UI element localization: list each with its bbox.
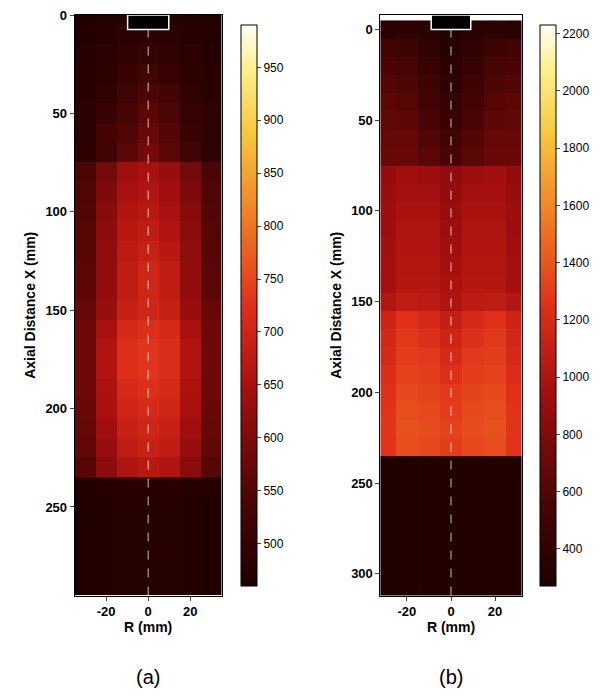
svg-text:2000: 2000 — [562, 84, 589, 98]
svg-text:-20: -20 — [97, 604, 116, 619]
svg-text:2200: 2200 — [562, 27, 589, 41]
svg-text:20: 20 — [488, 604, 502, 619]
svg-text:50: 50 — [358, 113, 372, 128]
svg-text:0: 0 — [366, 22, 373, 37]
svg-text:Axial Distance X (mm): Axial Distance X (mm) — [22, 232, 38, 379]
svg-text:R (mm): R (mm) — [124, 619, 172, 635]
svg-text:Axial Distance X (mm): Axial Distance X (mm) — [328, 232, 344, 379]
svg-text:20: 20 — [183, 604, 197, 619]
svg-text:150: 150 — [45, 303, 67, 318]
svg-text:800: 800 — [263, 219, 283, 233]
svg-text:200: 200 — [351, 385, 373, 400]
svg-text:(b): (b) — [439, 666, 463, 688]
svg-text:400: 400 — [562, 542, 582, 556]
svg-text:950: 950 — [263, 61, 283, 75]
svg-text:50: 50 — [53, 106, 67, 121]
svg-text:500: 500 — [263, 537, 283, 551]
svg-text:750: 750 — [263, 272, 283, 286]
svg-text:0: 0 — [145, 604, 152, 619]
svg-text:150: 150 — [351, 294, 373, 309]
svg-text:900: 900 — [263, 113, 283, 127]
svg-text:1000: 1000 — [562, 370, 589, 384]
svg-text:1800: 1800 — [562, 141, 589, 155]
svg-text:0: 0 — [447, 604, 454, 619]
svg-text:700: 700 — [263, 325, 283, 339]
svg-text:0: 0 — [60, 8, 67, 23]
svg-text:100: 100 — [45, 204, 67, 219]
svg-text:250: 250 — [45, 500, 67, 515]
svg-text:R (mm): R (mm) — [427, 619, 475, 635]
svg-text:200: 200 — [45, 401, 67, 416]
svg-text:1600: 1600 — [562, 199, 589, 213]
svg-text:550: 550 — [263, 484, 283, 498]
svg-text:800: 800 — [562, 428, 582, 442]
svg-text:650: 650 — [263, 378, 283, 392]
svg-text:(a): (a) — [136, 666, 160, 688]
svg-text:100: 100 — [351, 203, 373, 218]
svg-text:-20: -20 — [398, 604, 417, 619]
svg-text:1400: 1400 — [562, 256, 589, 270]
svg-text:850: 850 — [263, 166, 283, 180]
svg-text:600: 600 — [562, 485, 582, 499]
svg-text:1200: 1200 — [562, 313, 589, 327]
svg-text:300: 300 — [351, 566, 373, 581]
svg-text:600: 600 — [263, 431, 283, 445]
svg-text:250: 250 — [351, 476, 373, 491]
